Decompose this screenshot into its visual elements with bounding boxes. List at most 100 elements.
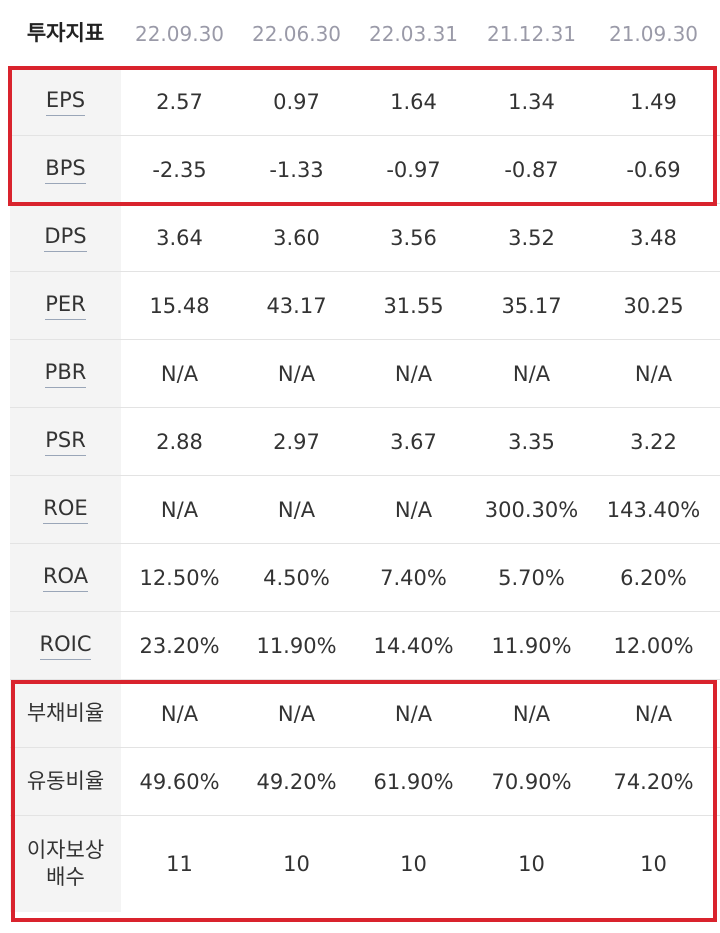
metric-link[interactable]: PER (45, 291, 86, 321)
table-cell: N/A (512, 701, 551, 726)
metric-link[interactable]: PSR (45, 427, 86, 457)
table-cell: 70.90% (491, 769, 572, 794)
row-label: 이자보상 배수 (10, 816, 121, 912)
table-cell: 31.55 (383, 293, 444, 318)
table-cell: 7.40% (380, 565, 447, 590)
table-cell: -2.35 (152, 157, 207, 182)
row-label-line: 배수 (46, 865, 85, 889)
table-cell: 74.20% (613, 769, 694, 794)
table-cell: N/A (160, 701, 199, 726)
table-cell: 10 (640, 852, 667, 876)
table-cell: 0.97 (273, 89, 320, 114)
table-cell: N/A (394, 497, 433, 522)
table-row-bps: BPS -2.35 -1.33 -0.97 -0.87 -0.69 (10, 136, 720, 204)
table-cell: 3.56 (390, 225, 437, 250)
table-cell: 15.48 (149, 293, 210, 318)
table-cell: N/A (277, 701, 316, 726)
table-cell: 1.64 (390, 89, 437, 114)
table-cell: 3.35 (508, 429, 555, 454)
table-cell: -0.69 (626, 157, 681, 182)
metric-link[interactable]: ROA (42, 563, 89, 593)
table-cell: -0.97 (386, 157, 441, 182)
metric-link[interactable]: DPS (44, 223, 87, 253)
table-row-dps: DPS 3.64 3.60 3.56 3.52 3.48 (10, 204, 720, 272)
table-cell: -1.33 (269, 157, 324, 182)
row-label[interactable]: EPS (10, 68, 121, 135)
date-header: 22.06.30 (251, 22, 342, 46)
table-cell: N/A (277, 361, 316, 386)
table-cell: 2.97 (273, 429, 320, 454)
row-label-line: 이자보상 (26, 837, 105, 862)
row-label[interactable]: PSR (10, 408, 121, 475)
table-row-roa: ROA 12.50% 4.50% 7.40% 5.70% 6.20% (10, 544, 720, 612)
table-row-per: PER 15.48 43.17 31.55 35.17 30.25 (10, 272, 720, 340)
investment-indicator-table: 투자지표 22.09.30 22.06.30 22.03.31 21.12.31… (10, 0, 720, 912)
table-cell: 143.40% (606, 497, 701, 522)
table-row-debt-ratio: 부채비율 N/A N/A N/A N/A N/A (10, 680, 720, 748)
table-cell: 3.60 (273, 225, 320, 250)
table-cell: N/A (512, 361, 551, 386)
table-cell: 12.50% (139, 565, 220, 590)
row-label[interactable]: DPS (10, 204, 121, 271)
metric-link[interactable]: BPS (45, 155, 86, 185)
table-cell: 3.67 (390, 429, 437, 454)
table-row-psr: PSR 2.88 2.97 3.67 3.35 3.22 (10, 408, 720, 476)
table-row-pbr: PBR N/A N/A N/A N/A N/A (10, 340, 720, 408)
table-cell: 2.88 (156, 429, 203, 454)
row-label: 부채비율 (10, 680, 121, 747)
metric-link[interactable]: ROE (43, 495, 88, 525)
table-cell: 14.40% (373, 633, 454, 658)
row-label[interactable]: PBR (10, 340, 121, 407)
table-cell: 11.90% (256, 633, 337, 658)
table-cell: -0.87 (504, 157, 559, 182)
table-cell: 3.64 (156, 225, 203, 250)
date-header: 21.12.31 (486, 22, 577, 46)
row-label[interactable]: BPS (10, 136, 121, 203)
date-header: 22.03.31 (368, 22, 459, 46)
table-cell: 23.20% (139, 633, 220, 658)
row-label[interactable]: ROA (10, 544, 121, 611)
table-cell: 49.60% (139, 769, 220, 794)
table-cell: 3.52 (508, 225, 555, 250)
row-label[interactable]: ROE (10, 476, 121, 543)
row-label-text: 이자보상 배수 (27, 837, 104, 892)
metric-link[interactable]: PBR (44, 359, 87, 389)
header-label: 투자지표 (26, 21, 105, 46)
metric-link[interactable]: ROIC (39, 631, 92, 661)
table-cell: 11.90% (491, 633, 572, 658)
date-header: 22.09.30 (134, 22, 225, 46)
metric-link[interactable]: EPS (45, 87, 86, 117)
table-cell: N/A (634, 701, 673, 726)
table-cell: 10 (518, 852, 545, 876)
table-row-current-ratio: 유동비율 49.60% 49.20% 61.90% 70.90% 74.20% (10, 748, 720, 816)
table-cell: 3.48 (630, 225, 677, 250)
table-cell: 2.57 (156, 89, 203, 114)
table-cell: 12.00% (613, 633, 694, 658)
table-row-roic: ROIC 23.20% 11.90% 14.40% 11.90% 12.00% (10, 612, 720, 680)
table-cell: 49.20% (256, 769, 337, 794)
table-header-row: 투자지표 22.09.30 22.06.30 22.03.31 21.12.31… (10, 0, 720, 68)
table-row-eps: EPS 2.57 0.97 1.64 1.34 1.49 (10, 68, 720, 136)
row-label[interactable]: ROIC (10, 612, 121, 679)
table-cell: 43.17 (266, 293, 327, 318)
table-cell: 3.22 (630, 429, 677, 454)
row-label[interactable]: PER (10, 272, 121, 339)
table-cell: 30.25 (623, 293, 684, 318)
table-cell: 10 (400, 852, 427, 876)
table-cell: N/A (160, 361, 199, 386)
table-cell: 4.50% (263, 565, 330, 590)
date-header: 21.09.30 (608, 22, 699, 46)
table-cell: 6.20% (620, 565, 687, 590)
table-cell: N/A (394, 701, 433, 726)
table-cell: 61.90% (373, 769, 454, 794)
table-cell: 1.49 (630, 89, 677, 114)
table-cell: N/A (634, 361, 673, 386)
table-cell: 10 (283, 852, 310, 876)
table-cell: 300.30% (484, 497, 579, 522)
row-label: 유동비율 (10, 748, 121, 815)
table-cell: N/A (277, 497, 316, 522)
table-cell: N/A (160, 497, 199, 522)
table-cell: 35.17 (501, 293, 562, 318)
table-cell: 11 (166, 852, 193, 876)
table-cell: N/A (394, 361, 433, 386)
